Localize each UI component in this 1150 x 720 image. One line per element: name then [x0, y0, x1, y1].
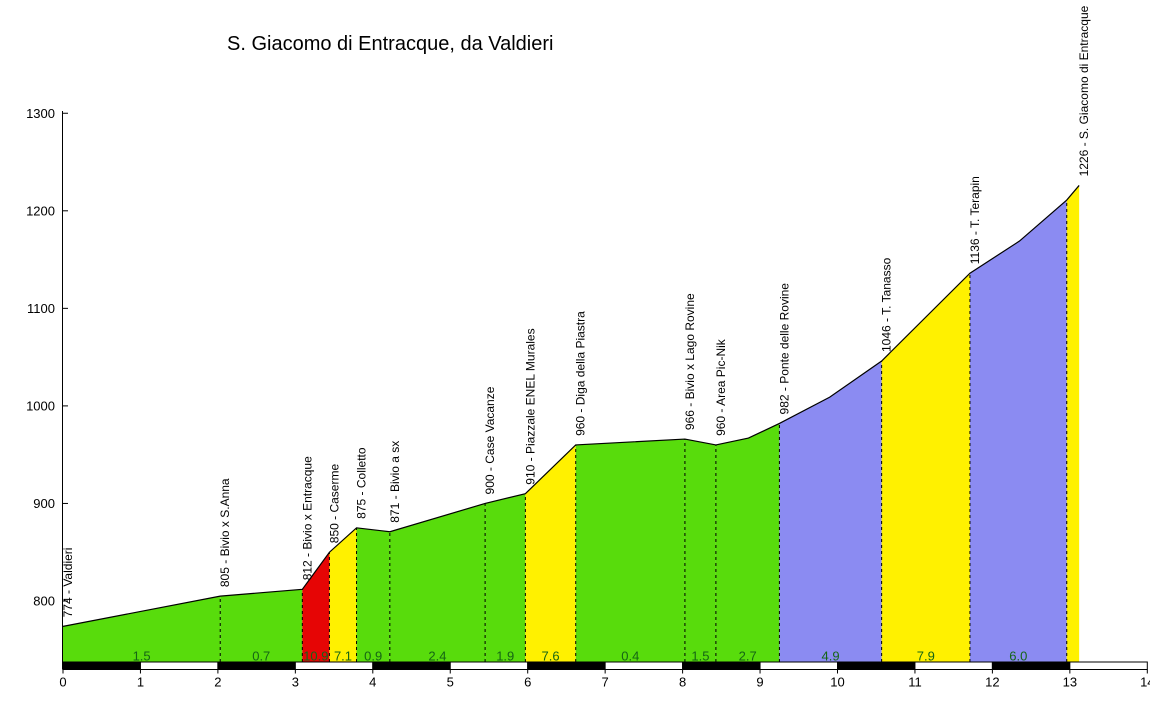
gradient-label: 2.7	[739, 649, 757, 664]
x-axis-tick-label: 7	[602, 675, 609, 690]
waypoint-label: 960 - Diga della Piastra	[574, 311, 588, 436]
x-axis-tick-label: 12	[985, 675, 999, 690]
waypoint-label: 875 - Colletto	[355, 447, 369, 519]
waypoint-label: 1046 - T. Tanasso	[880, 257, 894, 352]
km-scale-bar-cell	[449, 661, 529, 670]
x-axis-tick-label: 5	[447, 675, 454, 690]
waypoint-label: 871 - Bivio a sx	[388, 441, 402, 523]
gradient-label: 0.7	[252, 649, 270, 664]
y-axis-tick-label: 900	[33, 496, 55, 511]
y-axis-tick-label: 1000	[26, 398, 55, 413]
x-axis-tick-label: 8	[679, 675, 686, 690]
profile-segment-yellow	[329, 527, 357, 662]
km-scale-bar-cell	[139, 661, 219, 670]
waypoint-label: 966 - Bivio x Lago Rovine	[683, 293, 697, 430]
profile-segment-red	[302, 552, 330, 662]
x-axis-tick-label: 0	[59, 675, 66, 690]
gradient-label: 10.9	[303, 649, 328, 664]
km-scale-bar-cell	[62, 661, 141, 670]
gradient-label: 7.9	[917, 649, 935, 664]
profile-segment-green	[356, 527, 390, 662]
waypoint-label: 850 - Caserme	[327, 464, 341, 544]
km-scale-bar-cell	[991, 661, 1071, 670]
waypoint-label: 960 - Area Pic-Nik	[714, 338, 728, 436]
x-axis-tick-label: 1	[137, 675, 144, 690]
y-axis-tick-label: 1100	[27, 301, 55, 316]
waypoint-label: 1226 - S. Giacomo di Entracque	[1077, 5, 1091, 176]
x-axis-tick-label: 2	[214, 675, 221, 690]
profile-segment-green	[389, 503, 486, 662]
gradient-label: 0.4	[621, 649, 639, 664]
x-axis-tick-label: 10	[830, 675, 844, 690]
profile-segment-blue	[779, 361, 882, 662]
gradient-label: 7.6	[542, 649, 560, 664]
profile-outline	[62, 185, 1080, 627]
profile-segment-green	[715, 423, 780, 662]
y-axis-tick-label: 1200	[26, 203, 55, 218]
waypoint-label: 1136 - T. Terapin	[968, 176, 982, 264]
gradient-label: 2.4	[428, 649, 446, 664]
x-axis-tick-label: 11	[908, 675, 922, 690]
gradient-label: 4.9	[821, 649, 839, 664]
gradient-label: 0.9	[364, 649, 382, 664]
y-axis-tick-label: 800	[33, 594, 55, 609]
gradient-label: 1.9	[496, 649, 514, 664]
waypoint-label: 812 - Bivio x Entracque	[300, 456, 314, 580]
profile-segment-green	[485, 493, 526, 662]
waypoint-label: 900 - Case Vacanze	[483, 386, 497, 494]
x-axis-tick-label: 9	[756, 675, 763, 690]
km-scale-bar-cell	[604, 661, 684, 670]
profile-segment-green	[684, 439, 716, 662]
profile-segment-yellow	[881, 273, 970, 662]
profile-segment-blue	[969, 200, 1067, 662]
waypoint-label: 982 - Ponte delle Rovine	[777, 283, 791, 415]
profile-segment-green	[220, 589, 303, 662]
waypoint-label: 774 - Valdieri	[61, 548, 75, 618]
km-scale-bar-cell	[1069, 661, 1148, 670]
gradient-label: 1.5	[691, 649, 709, 664]
profile-segment-yellow	[1066, 185, 1080, 662]
x-axis-tick-label: 4	[369, 675, 376, 690]
waypoint-label: 910 - Piazzale ENEL Murales	[523, 328, 537, 484]
gradient-label: 6.0	[1009, 649, 1027, 664]
x-axis-tick-label: 6	[524, 675, 531, 690]
gradient-label: 7.1	[334, 649, 352, 664]
profile-segment-yellow	[525, 444, 576, 662]
chart-title: S. Giacomo di Entracque, da Valdieri	[227, 33, 554, 55]
gradient-label: 1.5	[133, 649, 151, 664]
km-scale-bar-cell	[527, 661, 606, 670]
x-axis-tick-label: 3	[292, 675, 299, 690]
profile-segment-green	[63, 596, 221, 662]
x-axis-tick-label: 13	[1063, 675, 1077, 690]
km-scale-bar-cell	[837, 661, 916, 670]
waypoint-label: 805 - Bivio x S.Anna	[218, 478, 232, 587]
y-axis-tick-label: 1300	[26, 106, 55, 121]
x-axis-tick-label: 14	[1140, 675, 1150, 690]
profile-segment-green	[575, 439, 685, 662]
